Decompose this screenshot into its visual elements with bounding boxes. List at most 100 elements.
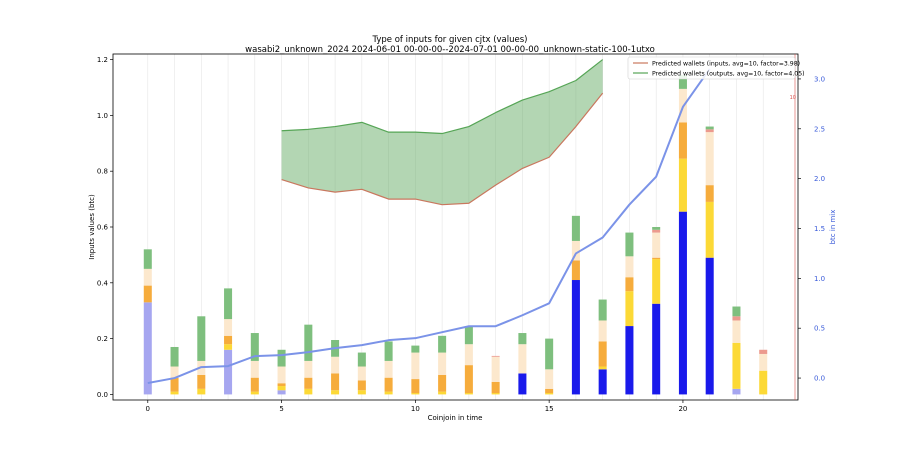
bar-segment bbox=[598, 320, 607, 342]
x-tick-label: 20 bbox=[678, 405, 687, 413]
bar-segment bbox=[571, 260, 580, 281]
y-tick-label: 1.2 bbox=[97, 56, 108, 64]
bar-segment bbox=[464, 344, 473, 366]
y-axis-label: Inputs values (btc) bbox=[88, 194, 96, 260]
bar-segment bbox=[652, 232, 661, 258]
chart-subtitle: wasabi2_unknown_2024 2024-06-01 00-00-00… bbox=[245, 45, 655, 55]
bar-segment bbox=[331, 356, 340, 374]
bar-segment bbox=[357, 390, 366, 395]
bar-segment bbox=[571, 280, 580, 395]
bar-segment bbox=[143, 302, 152, 395]
y2-tick-label: 3.0 bbox=[814, 75, 825, 83]
bar-segment bbox=[545, 388, 554, 394]
bar-segment bbox=[250, 391, 259, 395]
bar-segment bbox=[384, 391, 393, 395]
bar-segment bbox=[732, 342, 741, 389]
bar-segment bbox=[438, 335, 447, 353]
bar-segment bbox=[705, 132, 714, 186]
predicted-outputs-line bbox=[281, 59, 604, 135]
bar-segment bbox=[598, 341, 607, 367]
bar-segment bbox=[464, 326, 473, 345]
bar-segment bbox=[598, 366, 607, 370]
bar-segment bbox=[277, 349, 286, 367]
bar-segment bbox=[411, 379, 420, 394]
bar-segment bbox=[224, 319, 233, 336]
bar-segment bbox=[652, 227, 661, 230]
y2-tick-label: 2.5 bbox=[814, 125, 825, 133]
bar-segment bbox=[491, 393, 500, 395]
y-tick-label: 0.6 bbox=[97, 224, 109, 232]
y-tick-label: 0.0 bbox=[97, 391, 108, 399]
bar-segment bbox=[625, 291, 634, 327]
legend-label-outputs: Predicted wallets (outputs, avg=10, fact… bbox=[652, 71, 805, 78]
series-lines bbox=[147, 59, 711, 385]
bar-segment bbox=[491, 356, 500, 382]
bar-segment bbox=[197, 388, 206, 395]
bar-segment bbox=[759, 353, 768, 371]
bar-segment bbox=[304, 388, 313, 395]
bar-segment bbox=[598, 299, 607, 321]
bar-segment bbox=[652, 229, 661, 233]
bar-segment bbox=[197, 374, 206, 389]
bar-segment bbox=[143, 285, 152, 303]
bar-segment bbox=[277, 386, 286, 391]
x-axis: 0 5 10 15 20 bbox=[146, 400, 687, 413]
bar-segment bbox=[759, 370, 768, 395]
chart-title: Type of inputs for given cjtx (values) bbox=[372, 35, 528, 45]
bar-segment bbox=[625, 232, 634, 257]
bar-segment bbox=[170, 377, 179, 392]
bar-segment bbox=[545, 369, 554, 389]
x-tick-label: 10 bbox=[411, 405, 420, 413]
bar-segment bbox=[304, 377, 313, 389]
bar-segment bbox=[277, 383, 286, 387]
y-tick-label: 1.0 bbox=[97, 112, 108, 120]
right-axis-minor-label: 10 bbox=[790, 95, 796, 101]
y-tick-label: 0.4 bbox=[97, 279, 109, 287]
bar-segment bbox=[732, 316, 741, 321]
stacked-bars bbox=[143, 74, 768, 395]
gridlines bbox=[147, 54, 764, 400]
bar-segment bbox=[545, 338, 554, 370]
bar-segment bbox=[491, 381, 500, 394]
bar-segment bbox=[705, 185, 714, 202]
bar-segment bbox=[705, 129, 714, 133]
bar-segment bbox=[277, 366, 286, 384]
bar-segment bbox=[678, 158, 687, 212]
bar-segment bbox=[625, 277, 634, 292]
y2-axis-label: btc in mix bbox=[829, 210, 837, 245]
y-tick-label: 0.2 bbox=[97, 335, 108, 343]
btc-in-mix-line bbox=[147, 68, 711, 385]
bar-segment bbox=[277, 390, 286, 395]
y2-tick-label: 2.0 bbox=[814, 175, 825, 183]
bar-segment bbox=[411, 345, 420, 353]
y-axis: 0.0 0.2 0.4 0.6 0.8 1.0 1.2 bbox=[97, 56, 113, 399]
bar-segment bbox=[705, 257, 714, 395]
bar-segment bbox=[732, 320, 741, 343]
bar-segment bbox=[170, 391, 179, 395]
bar-segment bbox=[384, 360, 393, 378]
bar-segment bbox=[625, 256, 634, 278]
bar-segment bbox=[759, 349, 768, 354]
bar-segment bbox=[571, 240, 580, 261]
x-axis-label: Coinjoin in time bbox=[428, 414, 483, 422]
bar-segment bbox=[652, 257, 661, 260]
bar-segment bbox=[652, 259, 661, 304]
legend: Predicted wallets (inputs, avg=10, facto… bbox=[627, 56, 805, 80]
bar-segment bbox=[250, 377, 259, 392]
bar-segment bbox=[331, 373, 340, 391]
bar-segment bbox=[598, 369, 607, 395]
bar-segment bbox=[357, 380, 366, 391]
bar-segment bbox=[411, 393, 420, 395]
bar-segment bbox=[250, 360, 259, 378]
bar-segment bbox=[197, 316, 206, 361]
bar-segment bbox=[143, 268, 152, 286]
bar-segment bbox=[678, 74, 687, 89]
bar-segment bbox=[224, 335, 233, 345]
bar-segment bbox=[705, 201, 714, 258]
bar-segment bbox=[545, 393, 554, 395]
bar-segment bbox=[464, 365, 473, 394]
y-tick-label: 0.8 bbox=[97, 168, 108, 176]
bar-segment bbox=[518, 373, 527, 395]
plot-frame bbox=[112, 53, 799, 401]
